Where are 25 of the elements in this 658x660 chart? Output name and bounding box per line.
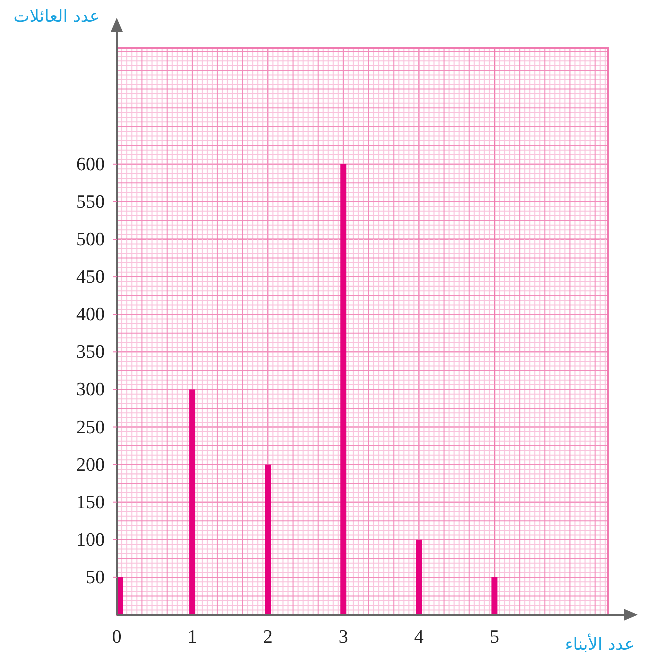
y-tick-label: 450 bbox=[76, 267, 105, 288]
y-tick-label: 500 bbox=[76, 230, 105, 251]
x-tick-label: 5 bbox=[490, 627, 500, 648]
y-tick-label: 200 bbox=[76, 454, 105, 476]
y-tick-label: 150 bbox=[76, 492, 105, 514]
y-tick-label: 300 bbox=[76, 380, 105, 401]
y-tick-label: 600 bbox=[76, 154, 105, 176]
bar bbox=[265, 464, 272, 615]
y-tick-label: 400 bbox=[76, 304, 105, 326]
x-tick-label: 0 bbox=[112, 627, 122, 648]
y-tick-label: 550 bbox=[76, 192, 105, 213]
bar bbox=[190, 390, 196, 615]
x-tick-label: 1 bbox=[188, 627, 198, 648]
x-tick-label: 2 bbox=[263, 627, 273, 648]
y-tick-label: 50 bbox=[86, 567, 105, 588]
y-tick-label: 350 bbox=[76, 342, 105, 364]
x-axis-title: عدد الأبناء bbox=[565, 633, 635, 655]
bar bbox=[492, 577, 498, 615]
bar bbox=[340, 164, 347, 615]
y-axis-title: عدد العائلات bbox=[14, 7, 100, 27]
y-tick-label: 100 bbox=[76, 530, 105, 551]
bar bbox=[416, 540, 422, 615]
x-tick-label: 3 bbox=[338, 627, 348, 648]
y-tick-label: 250 bbox=[76, 417, 105, 438]
x-tick-label: 4 bbox=[414, 627, 424, 648]
